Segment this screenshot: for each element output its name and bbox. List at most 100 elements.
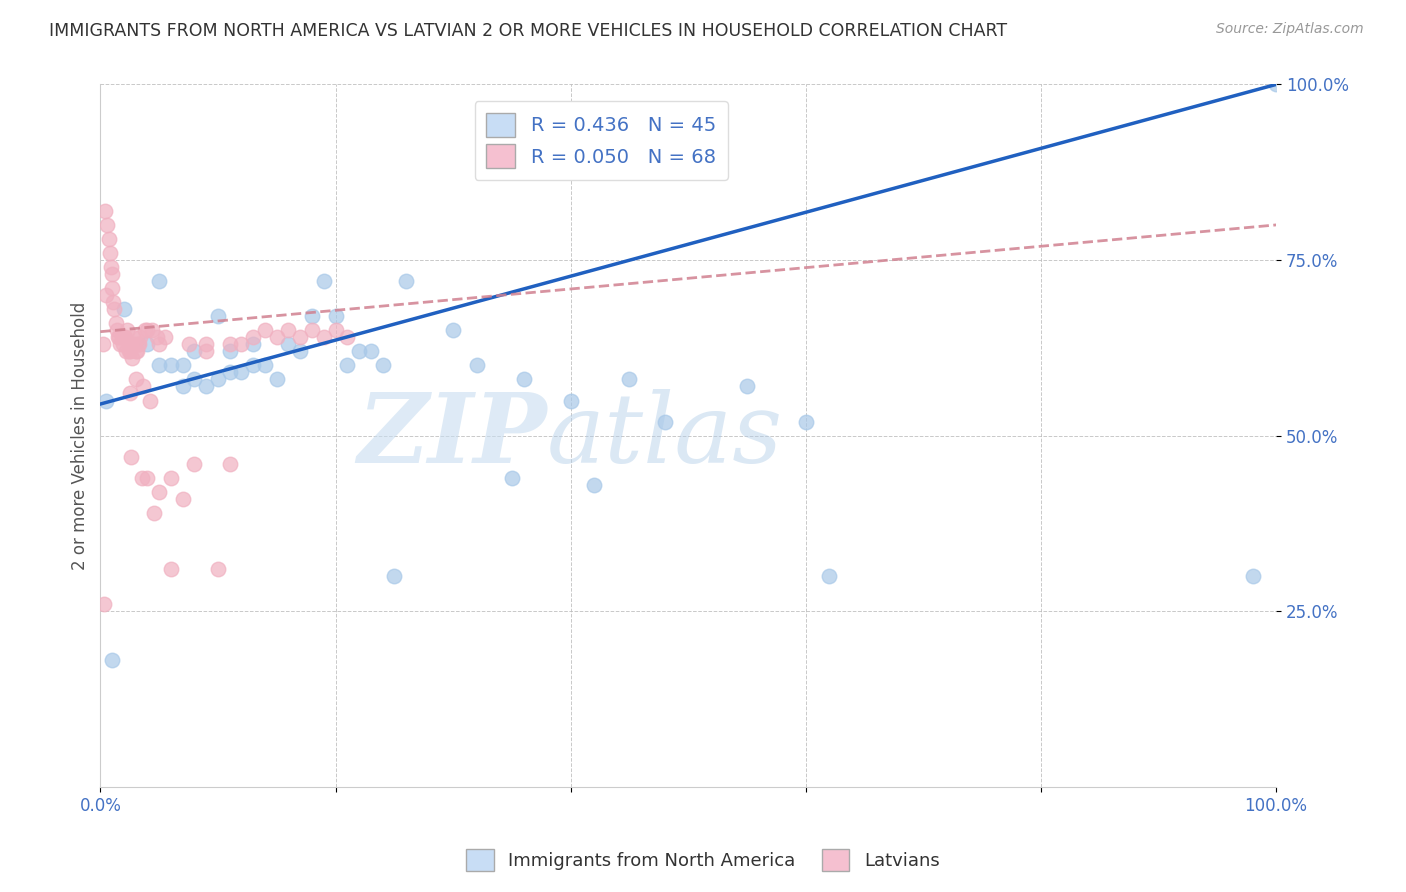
- Point: [371, 359, 394, 373]
- Point: [146, 330, 169, 344]
- Legend: R = 0.436   N = 45, R = 0.050   N = 68: R = 0.436 N = 45, R = 0.050 N = 68: [475, 101, 728, 180]
- Point: [117, 344, 139, 359]
- Point: [277, 323, 299, 337]
- Point: [231, 337, 253, 351]
- Point: [103, 295, 125, 310]
- Text: Source: ZipAtlas.com: Source: ZipAtlas.com: [1216, 22, 1364, 37]
- Legend: Immigrants from North America, Latvians: Immigrants from North America, Latvians: [460, 842, 946, 879]
- Point: [1241, 569, 1264, 583]
- Point: [98, 246, 121, 260]
- Point: [218, 344, 240, 359]
- Point: [195, 379, 218, 393]
- Point: [114, 330, 136, 344]
- Point: [96, 288, 118, 302]
- Point: [195, 337, 218, 351]
- Point: [108, 330, 131, 344]
- Point: [160, 359, 183, 373]
- Point: [100, 260, 122, 274]
- Point: [96, 393, 118, 408]
- Point: [336, 359, 359, 373]
- Point: [120, 450, 142, 464]
- Point: [136, 337, 159, 351]
- Point: [97, 232, 120, 246]
- Point: [242, 330, 264, 344]
- Point: [127, 337, 149, 351]
- Point: [153, 330, 176, 344]
- Point: [207, 372, 229, 386]
- Point: [148, 337, 170, 351]
- Point: [141, 323, 163, 337]
- Point: [160, 562, 183, 576]
- Point: [207, 310, 229, 324]
- Point: [118, 344, 141, 359]
- Point: [1265, 78, 1288, 92]
- Point: [465, 359, 488, 373]
- Point: [91, 337, 114, 351]
- Point: [183, 372, 205, 386]
- Point: [143, 506, 166, 520]
- Point: [101, 653, 124, 667]
- Point: [172, 359, 194, 373]
- Point: [101, 267, 124, 281]
- Point: [115, 344, 138, 359]
- Point: [148, 484, 170, 499]
- Point: [347, 344, 370, 359]
- Point: [121, 351, 143, 366]
- Point: [735, 379, 758, 393]
- Point: [560, 393, 582, 408]
- Point: [312, 330, 335, 344]
- Point: [619, 372, 641, 386]
- Point: [104, 316, 127, 330]
- Point: [195, 344, 218, 359]
- Point: [382, 569, 405, 583]
- Point: [172, 491, 194, 506]
- Point: [290, 330, 312, 344]
- Point: [654, 415, 676, 429]
- Point: [818, 569, 841, 583]
- Point: [105, 323, 128, 337]
- Point: [136, 323, 159, 337]
- Point: [253, 359, 276, 373]
- Point: [218, 457, 240, 471]
- Point: [131, 379, 153, 393]
- Point: [583, 478, 606, 492]
- Point: [148, 274, 170, 288]
- Point: [177, 337, 200, 351]
- Point: [242, 359, 264, 373]
- Point: [112, 302, 135, 317]
- Point: [118, 386, 141, 401]
- Point: [101, 281, 124, 295]
- Point: [312, 274, 335, 288]
- Point: [110, 330, 132, 344]
- Point: [512, 372, 534, 386]
- Point: [183, 344, 205, 359]
- Point: [301, 310, 323, 324]
- Point: [172, 379, 194, 393]
- Point: [117, 323, 139, 337]
- Point: [207, 562, 229, 576]
- Point: [125, 344, 148, 359]
- Point: [218, 366, 240, 380]
- Point: [129, 330, 152, 344]
- Point: [501, 471, 523, 485]
- Point: [112, 330, 135, 344]
- Point: [107, 330, 129, 344]
- Point: [277, 337, 299, 351]
- Point: [266, 330, 288, 344]
- Point: [253, 323, 276, 337]
- Text: IMMIGRANTS FROM NORTH AMERICA VS LATVIAN 2 OR MORE VEHICLES IN HOUSEHOLD CORRELA: IMMIGRANTS FROM NORTH AMERICA VS LATVIAN…: [49, 22, 1007, 40]
- Point: [231, 366, 253, 380]
- Y-axis label: 2 or more Vehicles in Household: 2 or more Vehicles in Household: [72, 301, 89, 570]
- Point: [94, 203, 117, 218]
- Point: [131, 471, 153, 485]
- Point: [160, 471, 183, 485]
- Point: [325, 310, 347, 324]
- Point: [242, 337, 264, 351]
- Point: [360, 344, 382, 359]
- Point: [124, 372, 146, 386]
- Point: [336, 330, 359, 344]
- Point: [134, 323, 156, 337]
- Point: [124, 344, 146, 359]
- Point: [794, 415, 817, 429]
- Point: [128, 337, 150, 351]
